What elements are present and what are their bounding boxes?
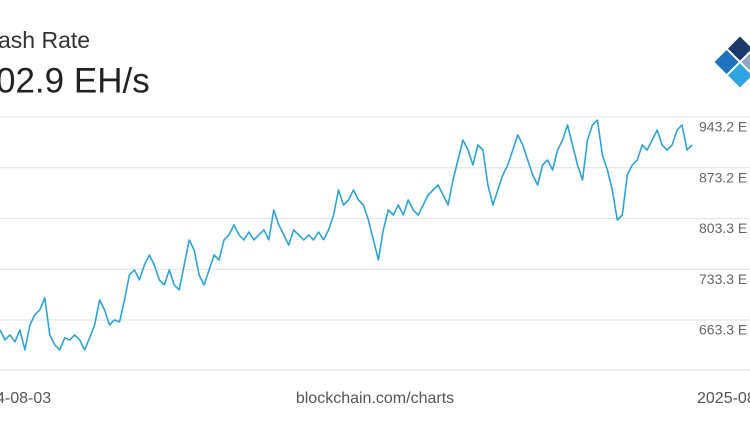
y-tick-label: 733.3 E xyxy=(699,271,747,287)
logo-tile xyxy=(741,49,750,75)
x-tick-label: 4-08-03 xyxy=(0,390,51,407)
chart-title: ash Rate xyxy=(0,27,90,53)
line-series xyxy=(0,119,693,351)
logo-tile xyxy=(714,49,739,75)
y-tick-label: 873.2 E xyxy=(699,169,747,185)
y-tick-label: 803.3 E xyxy=(699,220,747,236)
logo xyxy=(714,36,750,88)
watermark: blockchain.com/charts xyxy=(296,390,454,407)
chart-subtitle: 02.9 EH/s xyxy=(0,61,150,100)
y-tick-label: 663.3 E xyxy=(699,322,747,338)
y-tick-label: 943.2 E xyxy=(699,119,747,135)
x-tick-label: 2025-08 xyxy=(697,390,750,407)
